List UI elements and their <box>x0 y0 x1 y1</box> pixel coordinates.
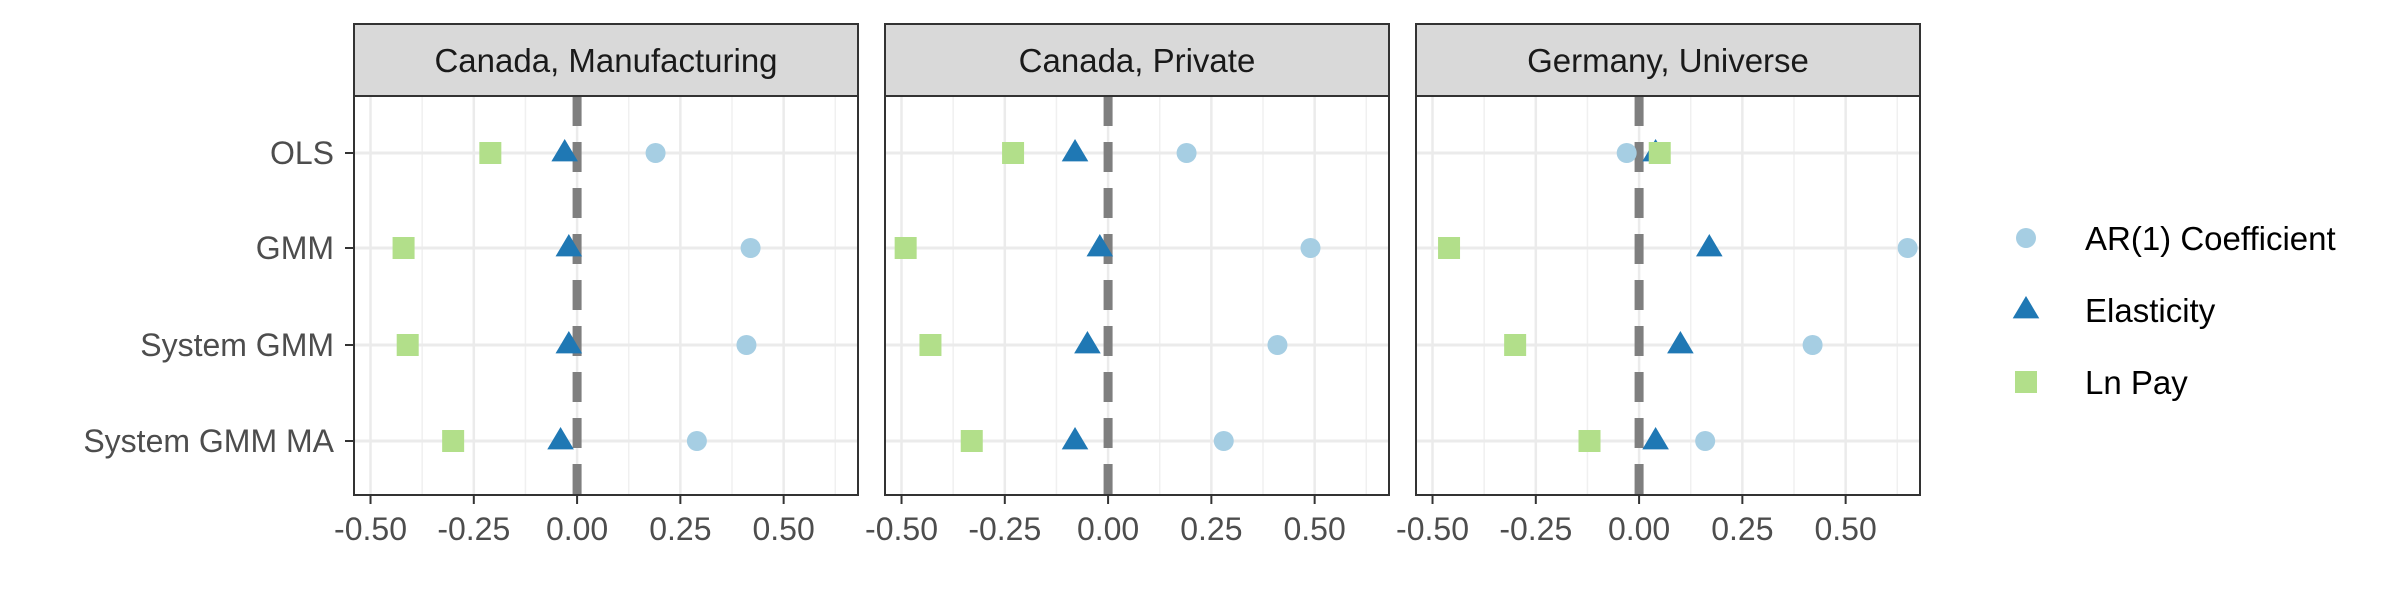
plot-background <box>354 96 858 495</box>
point-ar-1-coefficient <box>736 335 757 355</box>
point-elasticity <box>1061 139 1089 162</box>
x-tick-label: 0.00 <box>1077 511 1139 547</box>
point-ln-pay <box>392 237 415 259</box>
point-elasticity <box>1696 234 1723 257</box>
y-tick-label: GMM <box>256 230 334 266</box>
facet-title: Germany, Universe <box>1527 42 1809 79</box>
point-ln-pay <box>396 334 419 356</box>
point-elasticity <box>555 234 583 257</box>
point-ln-pay <box>1438 237 1461 259</box>
point-elasticity <box>1667 331 1694 354</box>
panel-germany-universe: Germany, Universe -0.50 -0.25 0.00 0.25 0.50 <box>1396 23 1921 547</box>
legend-item-elasticity: Elasticity <box>2012 292 2216 329</box>
legend-item-ar-1-coefficient: AR(1) Coefficient <box>2016 220 2336 257</box>
point-ln-pay <box>479 142 502 164</box>
x-tick-label: -0.25 <box>968 511 1041 547</box>
point-ln-pay <box>1648 142 1671 164</box>
point-ar-1-coefficient <box>686 431 707 451</box>
x-tick-label: 0.00 <box>1608 511 1670 547</box>
x-tick-label: -0.25 <box>1499 511 1572 547</box>
plot-background <box>885 96 1389 495</box>
facet-title: Canada, Private <box>1019 42 1256 79</box>
panel-canada-private: Canada, Private -0.50 -0.25 0.00 0.25 0.50 <box>865 23 1390 547</box>
facet-strip <box>353 23 859 97</box>
point-ar-1-coefficient <box>1267 335 1288 355</box>
point-elasticity <box>1061 427 1089 450</box>
facet-strip <box>884 23 1390 97</box>
panels-layer: Canada, Manufacturing -0.50 -0.25 0.00 0.25 0… <box>334 23 1921 547</box>
y-tick-label: OLS <box>270 135 334 171</box>
legend-key-ln-pay <box>2015 371 2037 393</box>
legend: AR(1) Coefficient Elasticity Ln Pay <box>2012 220 2336 401</box>
point-ln-pay <box>919 334 942 356</box>
legend-key-ar-1-coefficient <box>2016 228 2036 248</box>
y-axis-labels: OLS GMM System GMM System GMM MA <box>83 135 354 459</box>
point-ln-pay <box>442 430 465 452</box>
point-ln-pay <box>960 430 983 452</box>
x-tick-label: -0.50 <box>865 511 938 547</box>
y-tick-label: System GMM <box>140 327 334 363</box>
x-tick-label: 0.50 <box>1814 511 1876 547</box>
point-ln-pay <box>1002 142 1025 164</box>
point-elasticity <box>547 427 574 450</box>
point-elasticity <box>1086 234 1114 257</box>
point-elasticity <box>551 139 578 162</box>
panel-canada-manufacturing: Canada, Manufacturing -0.50 -0.25 0.00 0.25 0… <box>334 23 859 547</box>
point-ar-1-coefficient <box>1802 335 1823 355</box>
legend-label: AR(1) Coefficient <box>2085 220 2336 257</box>
x-tick-label: 0.25 <box>649 511 711 547</box>
point-ln-pay <box>894 237 917 259</box>
facet-title: Canada, Manufacturing <box>434 42 777 79</box>
point-elasticity <box>555 331 583 354</box>
point-elasticity <box>1642 427 1669 450</box>
point-ln-pay <box>1504 334 1527 356</box>
legend-key-elasticity <box>2012 296 2040 319</box>
point-ar-1-coefficient <box>1176 143 1197 163</box>
y-tick-label: System GMM MA <box>83 423 334 459</box>
x-tick-label: 0.25 <box>1180 511 1242 547</box>
panel-border <box>1415 95 1921 496</box>
point-ln-pay <box>1578 430 1601 452</box>
panel-border <box>884 95 1390 496</box>
point-ar-1-coefficient <box>740 238 761 258</box>
x-tick-label: 0.00 <box>546 511 608 547</box>
x-tick-label: -0.50 <box>334 511 407 547</box>
point-ar-1-coefficient <box>1213 431 1234 451</box>
legend-item-ln-pay: Ln Pay <box>2015 364 2188 401</box>
point-elasticity <box>1074 331 1101 354</box>
x-tick-label: -0.25 <box>437 511 510 547</box>
point-ar-1-coefficient <box>1897 238 1918 258</box>
x-tick-label: 0.50 <box>752 511 814 547</box>
x-tick-label: 0.25 <box>1711 511 1773 547</box>
point-ar-1-coefficient <box>1695 431 1716 451</box>
legend-label: Elasticity <box>2085 292 2216 329</box>
point-ar-1-coefficient <box>1616 143 1637 163</box>
panel-border <box>353 95 859 496</box>
point-ar-1-coefficient <box>1300 238 1321 258</box>
legend-label: Ln Pay <box>2085 364 2188 401</box>
x-tick-label: -0.50 <box>1396 511 1469 547</box>
point-ar-1-coefficient <box>645 143 666 163</box>
x-tick-label: 0.50 <box>1283 511 1345 547</box>
facet-strip <box>1415 23 1921 97</box>
